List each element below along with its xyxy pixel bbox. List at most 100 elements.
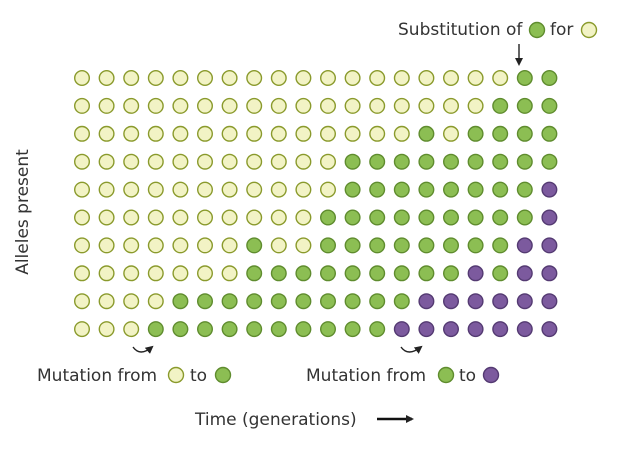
allele-dot-purple	[516, 265, 533, 282]
allele-dot-ancestral	[418, 97, 435, 114]
allele-dot-green	[467, 181, 484, 198]
allele-dot-ancestral	[98, 181, 115, 198]
allele-dot-purple	[467, 321, 484, 338]
allele-dot-ancestral	[320, 181, 337, 198]
mutation1-label-prefix: Mutation from	[37, 366, 157, 386]
allele-dot-green	[369, 209, 386, 226]
allele-dot-purple	[418, 293, 435, 310]
allele-dot-ancestral	[344, 69, 361, 86]
allele-dot-ancestral	[344, 125, 361, 142]
allele-dot-ancestral	[270, 97, 287, 114]
allele-dot-green	[516, 125, 533, 142]
allele-dot-ancestral	[196, 69, 213, 86]
allele-dot-green	[393, 265, 410, 282]
allele-dot-green	[246, 265, 263, 282]
allele-dot-ancestral	[246, 209, 263, 226]
allele-dot-ancestral	[172, 237, 189, 254]
allele-dot-ancestral	[393, 97, 410, 114]
allele-dot-ancestral	[270, 181, 287, 198]
allele-dot-green	[393, 237, 410, 254]
allele-dot-green	[443, 265, 460, 282]
allele-dot-ancestral	[443, 125, 460, 142]
allele-dot-ancestral	[369, 125, 386, 142]
allele-dot-ancestral	[172, 97, 189, 114]
allele-dot-ancestral	[270, 69, 287, 86]
allele-dot-green	[344, 153, 361, 170]
allele-dot-green	[369, 181, 386, 198]
allele-grid	[73, 69, 558, 338]
allele-dot-ancestral	[320, 153, 337, 170]
allele-dot-ancestral	[196, 125, 213, 142]
allele-dot-ancestral	[492, 69, 509, 86]
allele-dot-green	[541, 125, 558, 142]
substitution-green-allele-icon	[528, 21, 546, 39]
allele-dot-ancestral	[98, 321, 115, 338]
allele-dot-ancestral	[147, 237, 164, 254]
allele-dot-ancestral	[98, 125, 115, 142]
allele-dot-ancestral	[98, 293, 115, 310]
allele-dot-green	[196, 321, 213, 338]
allele-dot-green	[369, 265, 386, 282]
allele-dot-ancestral	[221, 209, 238, 226]
mutation2-label-prefix: Mutation from	[306, 366, 426, 386]
allele-dot-ancestral	[172, 69, 189, 86]
x-axis-label: Time (generations)	[194, 410, 357, 430]
allele-dot-green	[344, 293, 361, 310]
allele-dot-ancestral	[221, 153, 238, 170]
allele-dot-purple	[467, 293, 484, 310]
allele-dot-green	[320, 237, 337, 254]
mutation2-to-purple-icon	[482, 366, 500, 384]
allele-dot-green	[541, 69, 558, 86]
allele-dot-ancestral	[393, 125, 410, 142]
allele-dot-green	[492, 209, 509, 226]
allele-dot-ancestral	[147, 181, 164, 198]
allele-dot-green	[246, 293, 263, 310]
allele-dot-green	[344, 265, 361, 282]
allele-dot-ancestral	[467, 97, 484, 114]
mutation2-arrow	[400, 345, 423, 354]
allele-dot-green	[492, 181, 509, 198]
allele-dot-ancestral	[221, 237, 238, 254]
allele-dot-ancestral	[246, 181, 263, 198]
allele-dot-ancestral	[221, 125, 238, 142]
allele-dot-green	[369, 321, 386, 338]
allele-dot-ancestral	[295, 181, 312, 198]
allele-dot-ancestral	[172, 265, 189, 282]
allele-dot-ancestral	[172, 209, 189, 226]
allele-dot-green	[516, 209, 533, 226]
allele-dot-ancestral	[73, 125, 90, 142]
allele-dot-ancestral	[147, 265, 164, 282]
allele-dot-green	[443, 237, 460, 254]
allele-dot-purple	[492, 293, 509, 310]
allele-dot-ancestral	[196, 265, 213, 282]
allele-dot-ancestral	[73, 265, 90, 282]
allele-dot-green	[295, 265, 312, 282]
allele-dot-green	[516, 181, 533, 198]
allele-dot-ancestral	[295, 237, 312, 254]
allele-dot-purple	[541, 321, 558, 338]
allele-dot-green	[344, 209, 361, 226]
allele-dot-ancestral	[221, 181, 238, 198]
allele-dot-ancestral	[270, 153, 287, 170]
allele-dot-ancestral	[246, 125, 263, 142]
allele-dot-purple	[541, 265, 558, 282]
allele-dot-ancestral	[123, 293, 140, 310]
substitution-ancestral-allele-icon	[580, 21, 598, 39]
mutation2-from-green-icon	[437, 366, 455, 384]
allele-dot-purple	[492, 321, 509, 338]
allele-dot-ancestral	[221, 97, 238, 114]
allele-dot-ancestral	[369, 69, 386, 86]
allele-dot-ancestral	[147, 69, 164, 86]
allele-dot-green	[246, 321, 263, 338]
allele-dot-ancestral	[246, 69, 263, 86]
allele-dot-green	[467, 125, 484, 142]
allele-dot-ancestral	[172, 153, 189, 170]
allele-dot-ancestral	[270, 237, 287, 254]
allele-dot-ancestral	[98, 97, 115, 114]
substitution-label-mid: for	[550, 20, 573, 40]
allele-dot-green	[270, 293, 287, 310]
allele-dot-ancestral	[123, 237, 140, 254]
allele-dot-ancestral	[196, 209, 213, 226]
allele-dot-ancestral	[98, 237, 115, 254]
